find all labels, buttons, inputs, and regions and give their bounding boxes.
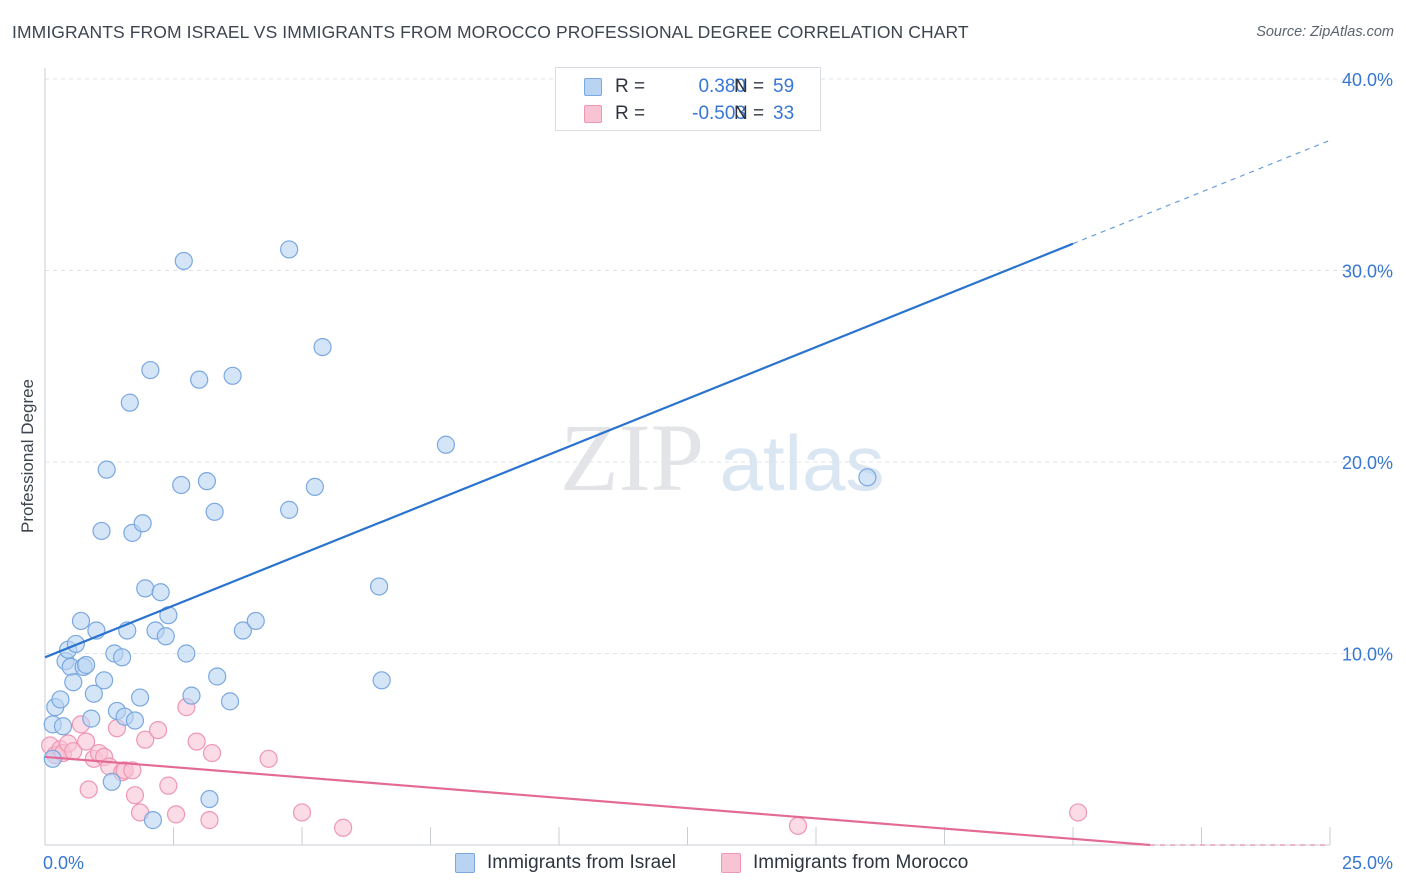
legend-swatch-morocco	[584, 105, 602, 123]
series-morocco-points	[41, 698, 1088, 837]
x-tick-label-max: 25.0%	[1342, 853, 1393, 873]
data-point-israel	[136, 579, 155, 598]
data-point-israel	[372, 671, 391, 690]
data-point-israel	[182, 686, 201, 705]
data-point-israel	[84, 684, 103, 703]
data-point-israel	[125, 711, 145, 730]
data-point-israel	[436, 435, 456, 454]
data-point-morocco	[292, 803, 312, 822]
chart-title: IMMIGRANTS FROM ISRAEL VS IMMIGRANTS FRO…	[12, 22, 969, 42]
legend-n-label: N =	[734, 103, 765, 124]
data-point-israel	[97, 460, 116, 479]
gridlines	[45, 78, 1390, 654]
watermark: ZIP atlas	[560, 404, 884, 511]
data-point-morocco	[200, 811, 219, 830]
x-tick-label-min: 0.0%	[43, 853, 84, 873]
data-point-israel	[280, 240, 299, 259]
trend-lines	[44, 139, 1331, 847]
y-tick-label: 40.0%	[1342, 70, 1393, 90]
trend-line-morocco	[44, 755, 1151, 847]
axes	[44, 68, 1331, 846]
y-tick-label: 30.0%	[1342, 262, 1393, 282]
y-tick-label: 10.0%	[1342, 645, 1393, 665]
data-point-morocco	[1069, 803, 1088, 822]
data-point-israel	[858, 468, 877, 487]
series-israel-points	[43, 240, 877, 830]
data-point-morocco	[125, 786, 145, 805]
data-point-israel	[64, 673, 83, 692]
data-point-israel	[233, 621, 252, 640]
tick-labels: 10.0% 20.0% 30.0% 40.0% 0.0% 25.0%	[43, 70, 1393, 873]
chart-source: Source: ZipAtlas.com	[1256, 24, 1394, 40]
watermark-atlas: atlas	[720, 419, 885, 507]
data-point-israel	[53, 717, 73, 736]
data-point-israel	[92, 521, 111, 541]
legend-r-label: R =	[615, 103, 646, 124]
bottom-legend-swatch-morocco	[721, 853, 741, 873]
data-point-israel	[143, 811, 163, 830]
data-point-morocco	[166, 805, 186, 824]
legend: R = 0.380 N = 59 R = -0.503 N = 33	[555, 67, 821, 131]
data-point-morocco	[77, 732, 96, 751]
legend-n-value: 59	[773, 76, 795, 97]
legend-swatch-israel	[584, 78, 602, 96]
data-point-israel	[208, 667, 227, 686]
data-point-morocco	[334, 818, 353, 837]
data-point-israel	[95, 671, 114, 690]
data-point-morocco	[123, 761, 142, 780]
bottom-legend-label-morocco: Immigrants from Morocco	[753, 852, 969, 873]
data-point-israel	[102, 772, 121, 791]
legend-r-value: -0.503	[692, 103, 746, 124]
data-point-israel	[280, 500, 299, 519]
data-point-israel	[220, 692, 240, 711]
data-point-morocco	[187, 732, 206, 751]
data-point-israel	[174, 251, 193, 271]
data-point-israel	[82, 709, 101, 728]
data-point-israel	[141, 360, 160, 380]
data-point-morocco	[79, 780, 98, 799]
data-point-israel	[77, 655, 96, 675]
data-point-morocco	[136, 730, 155, 749]
data-point-israel	[71, 611, 91, 631]
data-point-israel	[151, 583, 170, 602]
y-tick-label: 20.0%	[1342, 453, 1393, 473]
data-point-israel	[120, 393, 139, 412]
legend-n-label: N =	[734, 76, 765, 97]
data-point-israel	[197, 472, 217, 491]
data-point-israel	[205, 502, 224, 521]
bottom-legend: Immigrants from Israel Immigrants from M…	[0, 851, 1406, 877]
bottom-legend-swatch-israel	[455, 853, 475, 873]
y-axis-label: Professional Degree	[18, 379, 37, 533]
data-point-israel	[112, 648, 132, 667]
trend-line-extension-israel	[1072, 139, 1331, 245]
data-point-israel	[370, 577, 389, 596]
data-point-morocco	[159, 776, 178, 795]
legend-r-value: 0.380	[698, 76, 746, 97]
data-point-morocco	[259, 749, 278, 768]
data-point-israel	[223, 366, 242, 385]
data-point-israel	[313, 338, 332, 357]
data-point-morocco	[788, 816, 808, 835]
data-point-israel	[177, 644, 196, 663]
data-point-israel	[246, 611, 265, 631]
trend-line-israel	[44, 242, 1074, 659]
legend-r-label: R =	[615, 76, 646, 97]
bottom-legend-label-israel: Immigrants from Israel	[487, 852, 676, 873]
data-point-morocco	[148, 720, 168, 740]
data-point-israel	[156, 627, 175, 646]
data-point-israel	[190, 370, 209, 389]
data-point-israel	[51, 690, 70, 709]
data-point-israel	[133, 514, 152, 533]
data-point-israel	[305, 477, 324, 496]
legend-n-value: 33	[773, 103, 795, 124]
data-point-israel	[172, 475, 191, 495]
data-point-israel	[130, 688, 150, 707]
data-point-israel	[200, 789, 219, 809]
data-point-morocco	[202, 743, 222, 763]
